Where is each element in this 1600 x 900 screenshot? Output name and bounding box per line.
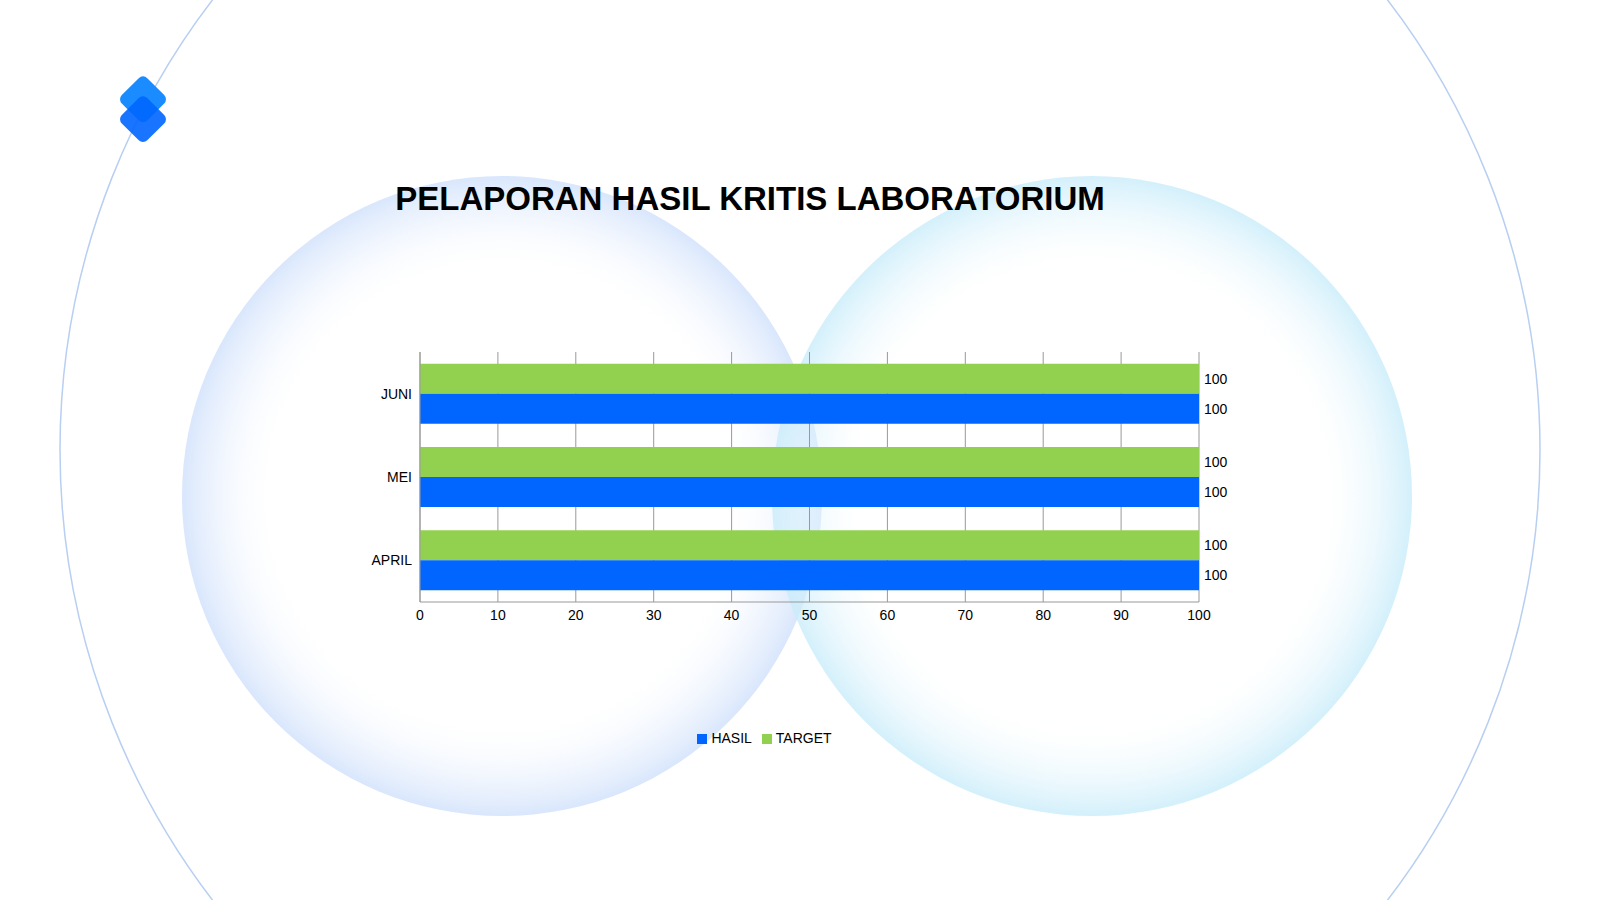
svg-text:80: 80 [1035, 607, 1051, 623]
svg-text:10: 10 [490, 607, 506, 623]
svg-text:100: 100 [1204, 454, 1228, 470]
svg-text:JUNI: JUNI [381, 386, 412, 402]
svg-text:50: 50 [802, 607, 818, 623]
svg-text:100: 100 [1204, 537, 1228, 553]
svg-text:MEI: MEI [387, 469, 412, 485]
html-text:HASIL: HASIL [711, 730, 752, 746]
svg-text:100: 100 [1204, 484, 1228, 500]
svg-text:100: 100 [1204, 371, 1228, 387]
html-text:TARGET: TARGET [775, 730, 832, 746]
svg-text:0: 0 [416, 607, 424, 623]
html-text:PELAPORAN HASIL KRITIS LABORAT: PELAPORAN HASIL KRITIS LABORATORIUM [395, 180, 1105, 217]
svg-text:100: 100 [1204, 401, 1228, 417]
svg-text:90: 90 [1113, 607, 1129, 623]
svg-text:20: 20 [568, 607, 584, 623]
svg-text:60: 60 [880, 607, 896, 623]
svg-text:40: 40 [724, 607, 740, 623]
svg-text:APRIL: APRIL [372, 552, 413, 568]
svg-text:30: 30 [646, 607, 662, 623]
svg-text:70: 70 [958, 607, 974, 623]
svg-text:100: 100 [1204, 567, 1228, 583]
svg-text:100: 100 [1187, 607, 1211, 623]
